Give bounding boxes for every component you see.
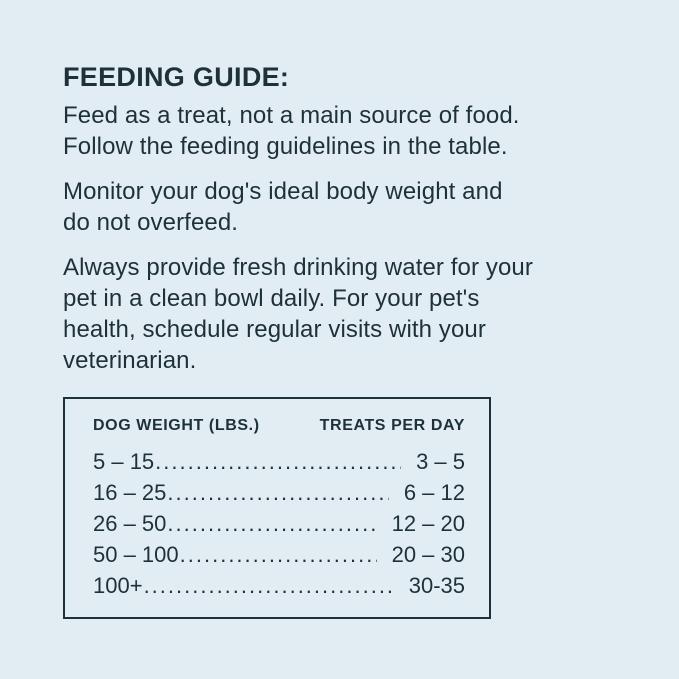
dot-leader: ........................................…: [155, 449, 401, 474]
page-title: FEEDING GUIDE:: [63, 62, 290, 92]
weight-range: 16 – 25: [93, 480, 167, 505]
paragraph-line: Follow the feeding guidelines in the tab…: [63, 133, 508, 160]
paragraph-monitor-weight: Monitor your dog's ideal body weight and…: [63, 176, 639, 238]
paragraph-feed-as-treat: Feed as a treat, not a main source of fo…: [63, 100, 639, 162]
dot-leader: ........................................…: [143, 573, 394, 598]
paragraph-fresh-water: Always provide fresh drinking water for …: [63, 252, 639, 376]
table-row: 16 – 25 ................................…: [93, 477, 465, 508]
paragraph-line: Feed as a treat, not a main source of fo…: [63, 102, 520, 129]
weight-range: 5 – 15: [93, 449, 155, 474]
treats-range: 30-35: [408, 573, 465, 598]
table-row: 50 – 100 ...............................…: [93, 539, 465, 570]
feeding-table: DOG WEIGHT (LBS.) TREATS PER DAY 5 – 15 …: [63, 397, 491, 619]
dot-leader: ........................................…: [179, 542, 377, 567]
header-treats-per-day: TREATS PER DAY: [319, 417, 465, 434]
weight-range: 26 – 50: [93, 511, 167, 536]
treats-range: 6 – 12: [403, 480, 465, 505]
treats-range: 3 – 5: [416, 449, 465, 474]
weight-range: 100+: [93, 573, 143, 598]
paragraph-line: veterinarian.: [63, 347, 197, 374]
treats-range: 12 – 20: [391, 511, 465, 536]
dot-leader: ........................................…: [167, 480, 388, 505]
header-dog-weight: DOG WEIGHT (LBS.): [93, 417, 260, 434]
feeding-table-header: DOG WEIGHT (LBS.) TREATS PER DAY: [93, 417, 465, 435]
dot-leader: ........................................…: [167, 511, 376, 536]
table-row: 100+ ...................................…: [93, 570, 465, 601]
paragraph-line: Always provide fresh drinking water for …: [63, 254, 533, 281]
weight-range: 50 – 100: [93, 542, 179, 567]
table-row: 26 – 50 ................................…: [93, 508, 465, 539]
paragraph-line: do not overfeed.: [63, 209, 239, 236]
feeding-guide-page: FEEDING GUIDE: Feed as a treat, not a ma…: [63, 62, 639, 619]
paragraph-line: health, schedule regular visits with you…: [63, 316, 486, 343]
paragraph-line: Monitor your dog's ideal body weight and: [63, 178, 503, 205]
table-row: 5 – 15 .................................…: [93, 446, 465, 477]
paragraph-line: pet in a clean bowl daily. For your pet'…: [63, 285, 480, 312]
treats-range: 20 – 30: [391, 542, 465, 567]
